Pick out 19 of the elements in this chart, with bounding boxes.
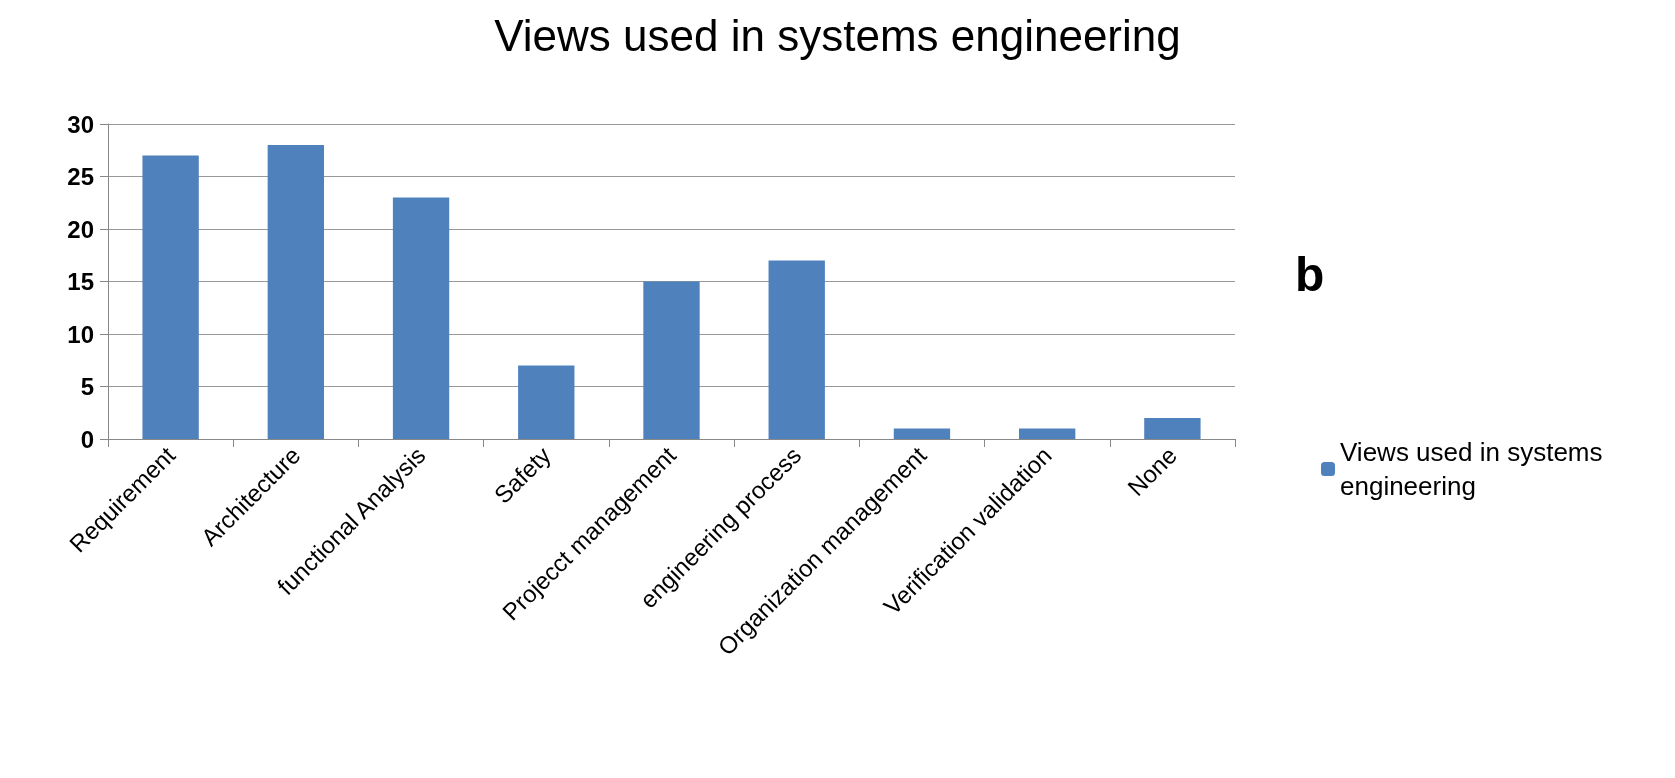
y-tick-label: 5 [80,373,94,400]
y-tick-label: 30 [67,110,94,138]
bar [267,145,325,439]
bar [768,260,825,439]
bar [392,197,450,439]
bar [1144,418,1201,439]
legend-label: Views used in systems engineering [1340,437,1610,501]
bar [142,155,199,439]
bar [643,281,700,439]
y-tick-label: 20 [67,215,94,243]
y-tick-label: 0 [80,425,94,453]
y-tick-label: 10 [67,320,94,348]
y-tick-label: 25 [67,163,94,190]
bar [1018,428,1076,439]
bar [893,428,951,439]
y-tick-label: 15 [67,268,94,295]
bar [518,365,575,439]
text: b [1295,247,1325,301]
chart-title: Views used in systems engineering [494,10,1181,60]
